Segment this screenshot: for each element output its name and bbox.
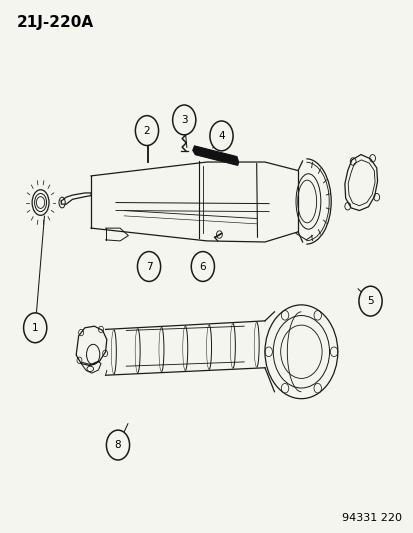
Polygon shape (192, 146, 238, 165)
Text: 1: 1 (32, 323, 38, 333)
Circle shape (209, 121, 233, 151)
Text: 3: 3 (180, 115, 187, 125)
Text: 2: 2 (143, 126, 150, 135)
Text: 8: 8 (114, 440, 121, 450)
Text: 4: 4 (218, 131, 224, 141)
Text: 21J-220A: 21J-220A (17, 15, 93, 30)
Circle shape (106, 430, 129, 460)
Text: 5: 5 (366, 296, 373, 306)
Circle shape (135, 116, 158, 146)
Circle shape (24, 313, 47, 343)
Circle shape (358, 286, 381, 316)
Text: 94331 220: 94331 220 (341, 513, 401, 523)
Circle shape (191, 252, 214, 281)
Text: 7: 7 (145, 262, 152, 271)
Circle shape (172, 105, 195, 135)
Text: 6: 6 (199, 262, 206, 271)
Circle shape (137, 252, 160, 281)
